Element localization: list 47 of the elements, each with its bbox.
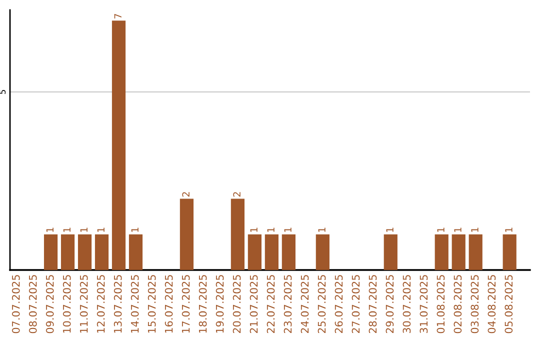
x-tick-label: 11.07.2025 xyxy=(80,275,88,333)
data-label: 1 xyxy=(318,228,326,232)
data-label: 1 xyxy=(267,228,274,232)
x-tick-label: 02.08.2025 xyxy=(454,275,462,334)
x-tick-label: 20.07.2025 xyxy=(232,275,241,334)
data-label: 1 xyxy=(505,228,512,232)
x-tick-label: 08.07.2025 xyxy=(28,275,37,334)
x-tick-label: 23.07.2025 xyxy=(284,275,292,334)
x-tick-label: 12.07.2025 xyxy=(96,275,105,333)
data-label: 7 xyxy=(114,14,122,18)
x-tick-label: 07.07.2025 xyxy=(12,275,20,334)
data-label: 1 xyxy=(131,228,138,232)
x-tick-label: 30.07.2025 xyxy=(402,275,411,334)
x-tick-label: 18.07.2025 xyxy=(198,275,207,333)
x-tick-label: 16.07.2025 xyxy=(164,275,173,333)
data-label: 1 xyxy=(250,228,258,232)
x-tick-label: 05.08.2025 xyxy=(504,275,513,334)
x-tick-label: 28.07.2025 xyxy=(368,275,377,334)
x-tick-label: 22.07.2025 xyxy=(266,275,275,334)
x-tick-label: 27.07.2025 xyxy=(352,275,360,334)
x-tick-label: 26.07.2025 xyxy=(334,275,343,334)
x-tick-label: 13.07.2025 xyxy=(114,275,122,333)
x-tick-label: 29.07.2025 xyxy=(386,275,394,334)
x-tick-label: 04.08.2025 xyxy=(488,275,496,334)
data-label: 1 xyxy=(46,228,54,232)
x-tick-label: 14.07.2025 xyxy=(130,275,139,333)
x-tick-label: 09.07.2025 xyxy=(46,275,54,334)
data-label: 1 xyxy=(437,228,444,232)
x-tick-label: 19.07.2025 xyxy=(216,275,224,333)
data-label: 1 xyxy=(63,228,70,232)
data-label: 1 xyxy=(386,228,394,232)
x-tick-label: 10.07.2025 xyxy=(62,275,71,333)
x-tick-label: 17.07.2025 xyxy=(182,275,190,333)
x-tick-label: 31.07.2025 xyxy=(420,275,428,334)
data-label: 1 xyxy=(97,228,104,232)
x-tick-label: 15.07.2025 xyxy=(148,275,156,333)
data-label: 1 xyxy=(284,228,292,232)
x-tick-label: 21.07.2025 xyxy=(250,275,258,334)
data-label: 2 xyxy=(182,192,190,197)
x-tick-label: 03.08.2025 xyxy=(470,275,479,334)
x-tick-label: 01.08.2025 xyxy=(436,275,445,334)
x-tick-label: 25.07.2025 xyxy=(318,275,326,334)
data-label: 2 xyxy=(233,192,240,197)
data-label: 1 xyxy=(471,228,478,232)
x-tick-label: 24.07.2025 xyxy=(300,275,309,334)
data-label: 1 xyxy=(454,228,462,232)
data-label: 1 xyxy=(80,228,88,232)
